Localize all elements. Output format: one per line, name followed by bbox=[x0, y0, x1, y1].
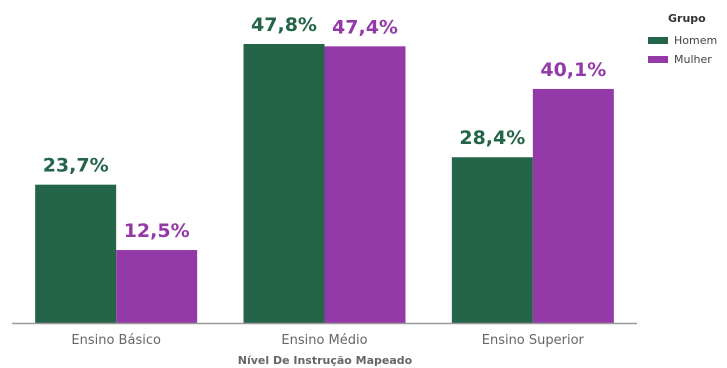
legend-swatch-mulher bbox=[648, 56, 668, 63]
bar-homem-ensino-basico bbox=[35, 184, 117, 323]
x-tick-label-ensino-superior: Ensino Superior bbox=[482, 333, 585, 348]
legend: Grupo Homem Mulher bbox=[648, 12, 717, 69]
value-label-homem-ensino-basico: 23,7% bbox=[43, 155, 109, 177]
legend-label-homem: Homem bbox=[674, 34, 718, 47]
value-labels-group: 23,7% 12,5% 47,8% 47,4% 28,4% 40,1% bbox=[43, 14, 607, 242]
x-axis-title: Nível De Instrução Mapeado bbox=[238, 354, 413, 367]
legend-title: Grupo bbox=[668, 12, 706, 25]
legend-swatch-homem bbox=[648, 37, 668, 44]
bar-homem-ensino-superior bbox=[451, 157, 533, 323]
value-label-mulher-ensino-medio: 47,4% bbox=[332, 16, 398, 38]
x-tick-label-ensino-medio: Ensino Médio bbox=[281, 333, 367, 348]
legend-label-mulher: Mulher bbox=[674, 53, 712, 66]
value-label-homem-ensino-medio: 47,8% bbox=[251, 14, 317, 36]
bars-group bbox=[35, 44, 614, 324]
bar-mulher-ensino-medio bbox=[324, 46, 406, 324]
x-tick-labels-group: Ensino Básico Ensino Médio Ensino Superior bbox=[71, 333, 584, 348]
bar-homem-ensino-medio bbox=[243, 44, 325, 323]
legend-item-homem: Homem bbox=[648, 31, 717, 50]
bar-mulher-ensino-superior bbox=[532, 88, 614, 323]
bar-mulher-ensino-basico bbox=[116, 250, 198, 323]
value-label-homem-ensino-superior: 28,4% bbox=[459, 127, 525, 149]
x-tick-label-ensino-basico: Ensino Básico bbox=[71, 333, 161, 348]
value-label-mulher-ensino-basico: 12,5% bbox=[124, 220, 190, 242]
value-label-mulher-ensino-superior: 40,1% bbox=[540, 59, 606, 81]
legend-item-mulher: Mulher bbox=[648, 50, 717, 69]
